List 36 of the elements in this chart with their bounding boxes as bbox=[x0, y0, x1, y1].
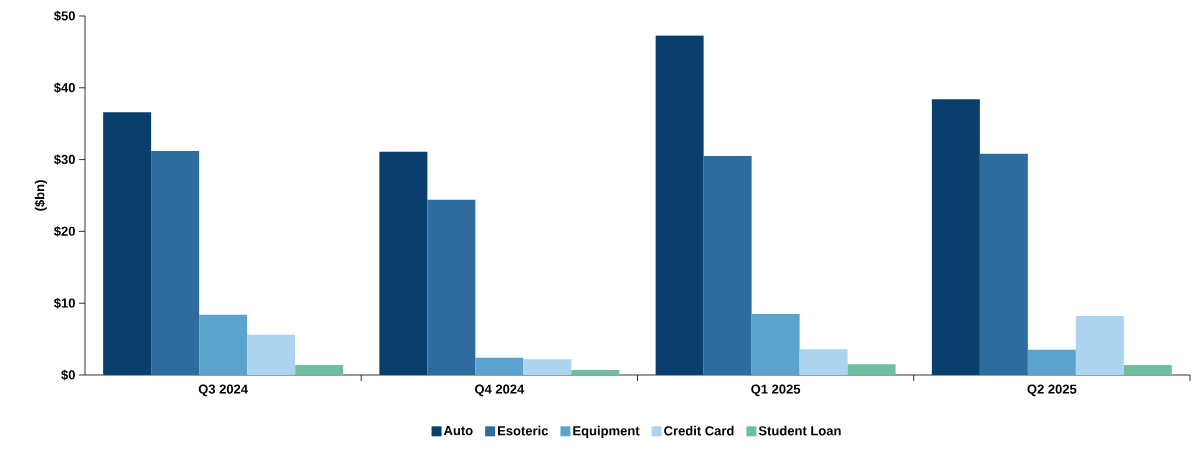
y-tick-label: $40 bbox=[53, 82, 75, 94]
legend-label: Equipment bbox=[573, 425, 640, 438]
bar bbox=[199, 314, 248, 375]
bar bbox=[379, 151, 428, 375]
y-tick-label: $30 bbox=[53, 154, 75, 165]
bar bbox=[523, 359, 572, 375]
x-tick-label: Q1 2025 bbox=[751, 384, 801, 397]
y-tick-label: $50 bbox=[53, 10, 75, 22]
bar bbox=[1075, 316, 1124, 375]
bar bbox=[799, 349, 848, 375]
x-tick-label: Q4 2024 bbox=[474, 384, 525, 397]
bar bbox=[655, 35, 704, 375]
legend-label: Student Loan bbox=[758, 425, 841, 436]
bar bbox=[703, 156, 752, 375]
bar bbox=[979, 153, 1028, 375]
legend-label: Auto bbox=[443, 426, 473, 436]
bar bbox=[475, 357, 524, 375]
bar bbox=[103, 112, 152, 375]
bar bbox=[295, 364, 344, 375]
bar bbox=[427, 199, 476, 375]
legend-label: Credit Card bbox=[664, 425, 734, 436]
bar bbox=[1123, 364, 1172, 375]
bar bbox=[751, 313, 800, 375]
y-tick-label: $20 bbox=[53, 226, 75, 237]
x-tick-label: Q2 2025 bbox=[1027, 384, 1077, 397]
bar bbox=[1027, 349, 1076, 375]
bar bbox=[151, 150, 200, 375]
y-tick-label: $10 bbox=[53, 297, 75, 309]
y-tick-label: $0 bbox=[61, 369, 75, 381]
x-tick-label: Q3 2024 bbox=[198, 384, 248, 397]
bar bbox=[931, 99, 980, 375]
y-axis-title: ($bn) bbox=[34, 180, 47, 211]
legend-label: Esoteric bbox=[498, 425, 549, 436]
bar bbox=[847, 364, 896, 375]
bar bbox=[571, 369, 620, 375]
bar bbox=[247, 334, 296, 375]
